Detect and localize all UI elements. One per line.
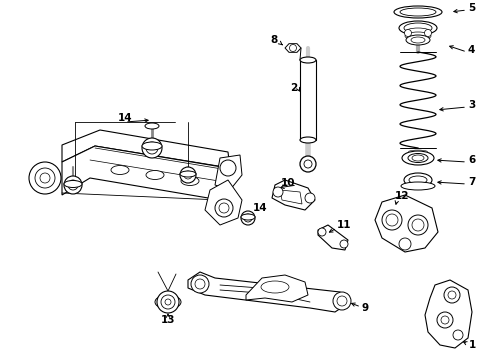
- Circle shape: [161, 295, 175, 309]
- Circle shape: [241, 211, 255, 225]
- Circle shape: [195, 279, 205, 289]
- Ellipse shape: [406, 35, 430, 45]
- Polygon shape: [280, 190, 302, 204]
- Text: 1: 1: [469, 340, 476, 350]
- Text: 8: 8: [271, 35, 278, 45]
- Circle shape: [453, 330, 463, 340]
- Circle shape: [318, 228, 326, 236]
- Circle shape: [437, 312, 453, 328]
- Polygon shape: [318, 225, 348, 250]
- Polygon shape: [62, 146, 230, 200]
- Circle shape: [244, 214, 252, 222]
- Polygon shape: [272, 180, 315, 210]
- Circle shape: [146, 142, 158, 154]
- Circle shape: [35, 168, 55, 188]
- Circle shape: [340, 240, 348, 248]
- Circle shape: [382, 210, 402, 230]
- Text: 6: 6: [468, 155, 475, 165]
- Ellipse shape: [400, 8, 436, 16]
- Text: 2: 2: [290, 83, 297, 93]
- Polygon shape: [300, 60, 316, 140]
- Ellipse shape: [401, 182, 435, 190]
- Circle shape: [441, 316, 449, 324]
- Ellipse shape: [394, 6, 442, 18]
- Ellipse shape: [405, 28, 431, 36]
- Circle shape: [165, 299, 171, 305]
- Circle shape: [448, 291, 456, 299]
- Polygon shape: [215, 155, 242, 190]
- Circle shape: [215, 199, 233, 217]
- Circle shape: [290, 45, 296, 51]
- Ellipse shape: [300, 57, 316, 63]
- Text: 13: 13: [161, 315, 175, 325]
- Ellipse shape: [261, 281, 289, 293]
- Circle shape: [412, 219, 424, 231]
- Ellipse shape: [241, 214, 255, 220]
- Circle shape: [191, 275, 209, 293]
- Circle shape: [68, 180, 78, 190]
- Circle shape: [273, 187, 283, 197]
- Polygon shape: [188, 272, 350, 312]
- Ellipse shape: [155, 295, 181, 309]
- Ellipse shape: [402, 151, 434, 165]
- Polygon shape: [205, 180, 242, 225]
- Circle shape: [219, 203, 229, 213]
- Text: 3: 3: [468, 100, 475, 110]
- Polygon shape: [425, 280, 472, 348]
- Text: 7: 7: [468, 177, 475, 187]
- Circle shape: [40, 173, 50, 183]
- Ellipse shape: [408, 153, 428, 162]
- Ellipse shape: [181, 176, 199, 185]
- Text: 4: 4: [468, 45, 475, 55]
- Circle shape: [29, 162, 61, 194]
- Circle shape: [405, 30, 412, 36]
- Circle shape: [424, 30, 432, 36]
- Circle shape: [64, 176, 82, 194]
- Circle shape: [220, 160, 236, 176]
- Ellipse shape: [409, 176, 427, 184]
- Ellipse shape: [180, 171, 196, 177]
- Ellipse shape: [142, 142, 162, 150]
- Circle shape: [408, 215, 428, 235]
- Circle shape: [399, 238, 411, 250]
- Circle shape: [386, 214, 398, 226]
- Circle shape: [304, 160, 312, 168]
- Text: 11: 11: [337, 220, 351, 230]
- Text: 5: 5: [468, 3, 475, 13]
- Circle shape: [305, 193, 315, 203]
- Polygon shape: [62, 130, 230, 168]
- Circle shape: [157, 291, 179, 313]
- Ellipse shape: [399, 21, 437, 35]
- Text: 14: 14: [253, 203, 268, 213]
- Circle shape: [180, 167, 196, 183]
- Ellipse shape: [412, 155, 424, 161]
- Circle shape: [300, 156, 316, 172]
- Text: 12: 12: [395, 191, 410, 201]
- Circle shape: [142, 138, 162, 158]
- Circle shape: [337, 296, 347, 306]
- Ellipse shape: [111, 166, 129, 175]
- Ellipse shape: [146, 171, 164, 180]
- Ellipse shape: [64, 180, 82, 188]
- Ellipse shape: [405, 32, 431, 40]
- Ellipse shape: [411, 37, 425, 43]
- Polygon shape: [375, 195, 438, 252]
- Ellipse shape: [404, 173, 432, 187]
- Circle shape: [444, 287, 460, 303]
- Text: 14: 14: [118, 113, 132, 123]
- Ellipse shape: [145, 123, 159, 129]
- Polygon shape: [246, 275, 308, 302]
- Polygon shape: [285, 44, 301, 52]
- Text: 9: 9: [362, 303, 369, 313]
- Ellipse shape: [404, 23, 432, 33]
- Text: 10: 10: [280, 178, 295, 188]
- Circle shape: [333, 292, 351, 310]
- Ellipse shape: [300, 137, 316, 143]
- Circle shape: [184, 171, 192, 179]
